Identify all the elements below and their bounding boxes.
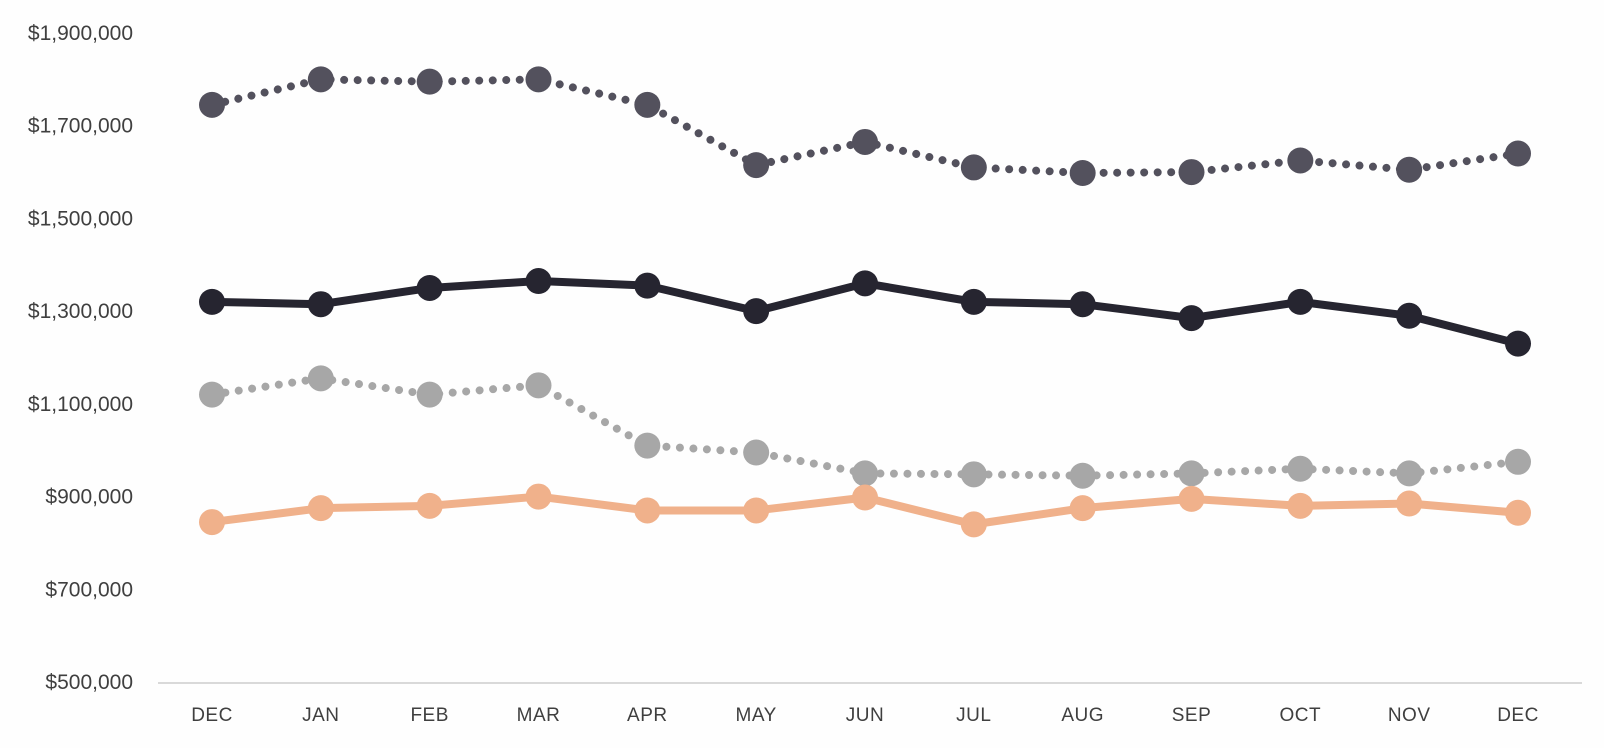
peach-solid-line-marker [1396,490,1423,517]
gray-dotted-line-marker [1069,462,1096,489]
peach-solid-line-marker [307,495,334,522]
peach-solid-line-marker [960,511,987,538]
peach-solid-line-marker [1287,492,1314,519]
x-axis-tick-label: JAN [302,705,339,726]
gray-dotted-line-marker [525,372,552,399]
dark-dotted-line-marker [525,66,552,93]
x-axis-tick-label: SEP [1172,705,1212,726]
y-axis-tick-label: $500,000 [45,671,133,694]
x-axis-tick-label: NOV [1388,705,1431,726]
gray-dotted-line-marker [1178,460,1205,487]
gray-dotted-line-marker [743,439,770,466]
peach-solid-line-marker [1178,485,1205,512]
peach-solid-line-marker [1505,499,1531,526]
peach-solid-line-marker [1069,495,1096,522]
y-axis-tick-label: $1,900,000 [28,22,133,45]
dark-dotted-line-marker [743,152,770,179]
gray-dotted-line-marker [307,365,334,392]
black-solid-line-marker [416,274,443,301]
peach-solid-line-marker [416,492,443,519]
dark-dotted-line [208,75,1522,177]
x-axis-tick-label: AUG [1061,705,1104,726]
black-solid-line-marker [307,291,334,318]
black-solid-line-marker [1069,291,1096,318]
gray-dotted-line-marker [199,381,225,408]
dark-dotted-line-marker [1505,140,1531,167]
y-axis-tick-label: $1,500,000 [28,207,133,230]
y-axis-tick-label: $1,100,000 [28,393,133,416]
black-solid-line-marker [1505,330,1531,357]
x-axis-tick-label: DEC [1497,705,1539,726]
black-solid-line-marker [1396,302,1423,329]
y-axis-tick-label: $1,700,000 [28,115,133,138]
dark-dotted-line-marker [634,91,661,118]
dark-dotted-line-marker [307,66,334,93]
dark-dotted-line-marker [1396,156,1423,183]
peach-solid-line-marker [852,484,878,511]
dark-dotted-line-marker [960,154,987,181]
dark-dotted-line-marker [199,91,225,118]
black-solid-line-marker [1287,288,1314,315]
dark-dotted-line-marker [416,68,443,95]
x-axis-tick-label: DEC [191,705,233,726]
black-solid-line-marker [1178,305,1205,332]
gray-dotted-line-marker [1505,448,1531,475]
black-solid-line-marker [960,288,987,315]
peach-solid-line-marker [634,497,661,524]
black-solid-line-marker [852,270,878,297]
x-axis-tick-label: JUL [956,705,991,726]
black-solid-line-marker [199,288,225,315]
dark-dotted-line-marker [1178,159,1205,186]
gray-dotted-line-marker [1396,460,1423,487]
x-axis-tick-label: APR [627,705,668,726]
x-axis-tick-label: JUN [846,705,884,726]
dark-dotted-line-marker [852,128,878,155]
gray-dotted-line-marker [1287,455,1314,482]
x-axis-tick-label: MAR [517,705,561,726]
gray-dotted-line-marker [634,432,661,459]
gray-dotted-line-marker [960,461,987,488]
y-axis-tick-label: $1,300,000 [28,300,133,323]
peach-solid-line-marker [199,509,225,536]
x-axis-tick-label: OCT [1280,705,1322,726]
black-solid-line-marker [634,272,661,299]
y-axis-tick-label: $700,000 [45,578,133,601]
x-axis-tick-label: MAY [736,705,777,726]
dark-dotted-line-marker [1069,159,1096,186]
peach-solid-line-marker [743,497,770,524]
black-solid-line-marker [525,268,552,295]
dark-dotted-line-marker [1287,147,1314,174]
y-axis-tick-label: $900,000 [45,486,133,509]
x-axis-tick-label: FEB [410,705,448,726]
black-solid-line-marker [743,298,770,325]
peach-solid-line-marker [525,483,552,510]
gray-dotted-line-marker [416,381,443,408]
gray-dotted-line-marker [852,460,878,487]
